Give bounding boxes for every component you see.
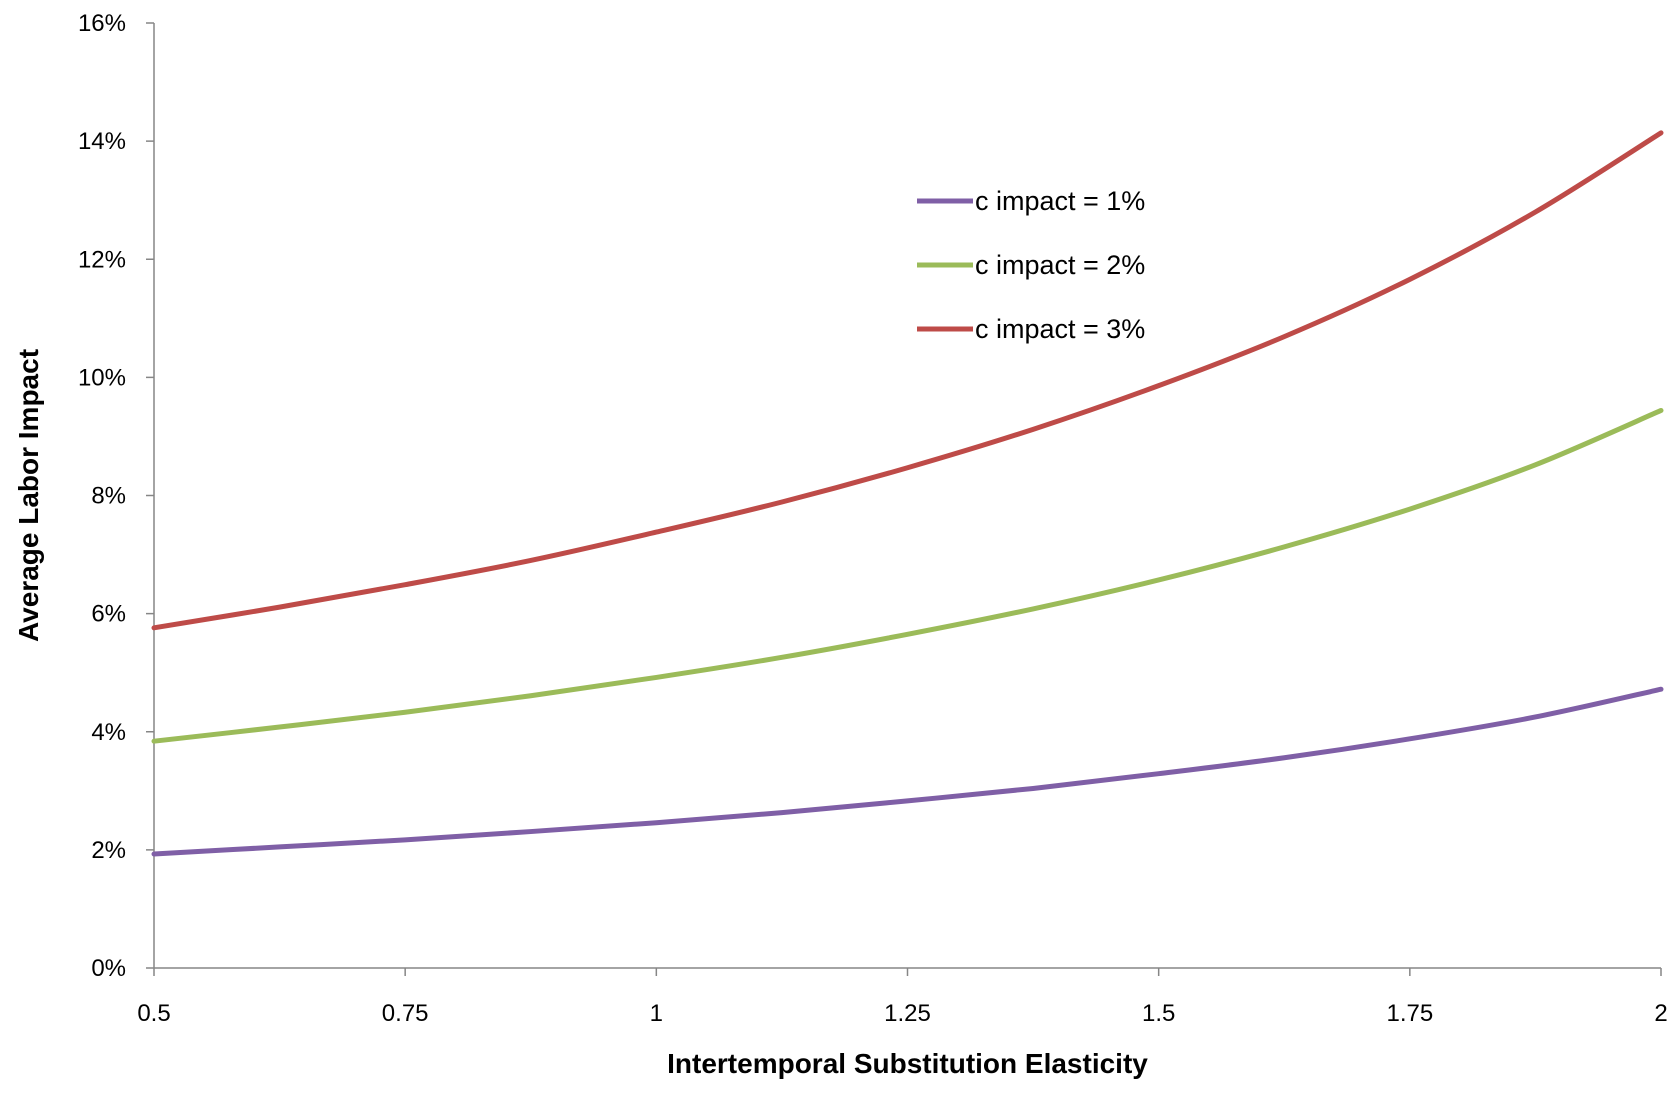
x-tick-label: 2	[1654, 1000, 1667, 1027]
x-axis-title: Intertemporal Substitution Elasticity	[667, 1048, 1148, 1079]
axes	[153, 23, 1661, 969]
series-lines	[151, 130, 1664, 857]
y-axis-ticks: 0% 2% 4% 6% 8% 10% 12% 14% 16%	[78, 10, 154, 982]
x-axis-ticks: 0.5 0.75 1 1.25 1.5 1.75 2	[137, 968, 1668, 1027]
series-line-1	[151, 686, 1664, 857]
x-tick-label: 1.75	[1386, 1000, 1433, 1027]
x-tick-label: 1.25	[884, 1000, 931, 1027]
y-tick-label: 6%	[91, 601, 126, 628]
x-tick-label: 1	[650, 1000, 663, 1027]
y-tick-label: 4%	[91, 719, 126, 746]
x-tick-label: 0.5	[137, 1000, 170, 1027]
legend-label-3: c impact = 3%	[975, 314, 1145, 344]
y-tick-label: 14%	[78, 128, 126, 155]
series-line-3	[151, 130, 1664, 631]
y-axis-title: Average Labor Impact	[13, 349, 44, 642]
y-tick-label: 10%	[78, 364, 126, 391]
x-tick-label: 0.75	[382, 1000, 429, 1027]
x-tick-label: 1.5	[1142, 1000, 1175, 1027]
y-tick-label: 16%	[78, 10, 126, 37]
y-tick-label: 2%	[91, 837, 126, 864]
legend-label-1: c impact = 1%	[975, 186, 1145, 216]
y-tick-label: 8%	[91, 483, 126, 510]
legend: c impact = 1% c impact = 2% c impact = 3%	[917, 186, 1145, 344]
y-tick-label: 12%	[78, 246, 126, 273]
series-line-2	[151, 407, 1664, 744]
legend-label-2: c impact = 2%	[975, 250, 1145, 280]
y-tick-label: 0%	[91, 955, 126, 982]
